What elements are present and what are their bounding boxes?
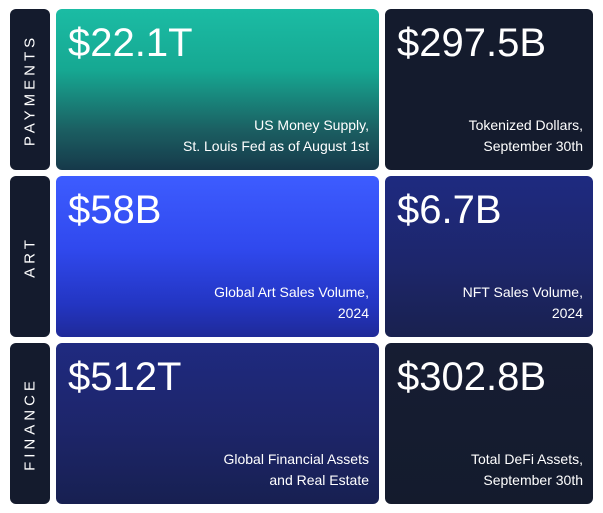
card-value: $6.7B [397, 188, 502, 232]
card-value: $58B [68, 188, 162, 232]
card-description-line: September 30th [483, 472, 583, 488]
row-label-text: ART [21, 235, 39, 278]
card-description-line: September 30th [483, 138, 583, 154]
card-value: $297.5B [397, 21, 547, 65]
card-description-line: Tokenized Dollars, [468, 117, 583, 133]
card-description-line: NFT Sales Volume, [462, 284, 583, 300]
card-total-defi-assets: $302.8B Total DeFi Assets, September 30t… [385, 343, 593, 504]
card-description: NFT Sales Volume, 2024 [393, 282, 583, 324]
card-description: US Money Supply, St. Louis Fed as of Aug… [89, 115, 369, 157]
card-value: $512T [68, 355, 182, 399]
card-nft-sales: $6.7B NFT Sales Volume, 2024 [385, 176, 593, 337]
card-tokenized-dollars: $297.5B Tokenized Dollars, September 30t… [385, 9, 593, 170]
card-us-money-supply: $22.1T US Money Supply, St. Louis Fed as… [56, 9, 379, 170]
row-label-payments: PAYMENTS [10, 9, 50, 170]
card-description-line: Global Financial Assets [223, 451, 369, 467]
card-description-line: Total DeFi Assets, [470, 451, 583, 467]
card-description-line: Global Art Sales Volume, [214, 284, 369, 300]
comparison-grid: PAYMENTS $22.1T US Money Supply, St. Lou… [10, 9, 593, 504]
card-global-art-sales: $58B Global Art Sales Volume, 2024 [56, 176, 379, 337]
card-global-financial-assets: $512T Global Financial Assets and Real E… [56, 343, 379, 504]
card-value: $302.8B [397, 355, 547, 399]
row-label-text: FINANCE [21, 376, 39, 471]
card-description: Global Art Sales Volume, 2024 [89, 282, 369, 324]
row-label-finance: FINANCE [10, 343, 50, 504]
row-label-text: PAYMENTS [21, 33, 39, 146]
card-description: Tokenized Dollars, September 30th [393, 115, 583, 157]
card-description-line: 2024 [551, 305, 583, 321]
card-value: $22.1T [68, 21, 193, 65]
card-description-line: St. Louis Fed as of August 1st [183, 138, 369, 154]
card-description: Total DeFi Assets, September 30th [393, 449, 583, 491]
card-description-line: and Real Estate [269, 472, 369, 488]
row-label-art: ART [10, 176, 50, 337]
card-description: Global Financial Assets and Real Estate [89, 449, 369, 491]
card-description-line: US Money Supply, [254, 117, 369, 133]
card-description-line: 2024 [337, 305, 369, 321]
